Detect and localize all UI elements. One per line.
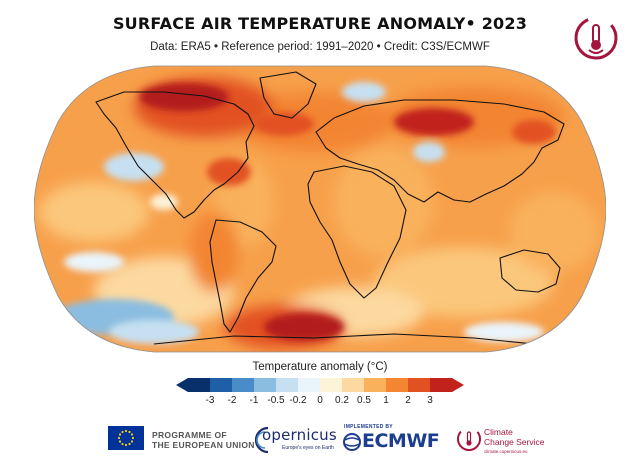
- colorbar-tick-label: -0.2: [289, 395, 307, 406]
- anomaly-patch: [464, 322, 544, 342]
- south-america-coast: [209, 219, 277, 333]
- eu-programme-label: PROGRAMME OF THE EUROPEAN UNION: [152, 430, 255, 450]
- copernicus-tagline: Europe's eyes on Earth: [282, 445, 334, 451]
- colorbar-tick-label: -2: [227, 395, 237, 406]
- colorbar-bin: [276, 378, 299, 392]
- colorbar-bin: [386, 378, 409, 392]
- colorbar-bin: [430, 378, 453, 392]
- greenland-coast: [259, 71, 317, 119]
- footer-logos: PROGRAMME OF THE EUROPEAN UNION opernicu…: [0, 418, 640, 458]
- anomaly-patch: [207, 158, 251, 186]
- coastlines: [95, 71, 565, 345]
- implemented-by-label: IMPLEMENTED BY: [344, 424, 393, 430]
- c3s-thermometer-logo: [574, 16, 618, 60]
- anomaly-patch: [374, 247, 554, 317]
- anomaly-patch: [342, 82, 386, 102]
- colorbar-bin: [254, 378, 277, 392]
- ecmwf-globe-icon: [343, 433, 361, 451]
- anomaly-patch: [254, 112, 314, 136]
- anomaly-patch: [334, 147, 434, 257]
- colorbar-bin: [188, 378, 211, 392]
- colorbar: [176, 378, 464, 392]
- colorbar-tick-label: 0.5: [357, 395, 371, 406]
- c3s-tagline: climate.copernicus.eu: [484, 449, 528, 454]
- colorbar-tick-label: 0: [317, 395, 323, 406]
- colorbar-tick-label: -0.5: [267, 395, 285, 406]
- anomaly-patch: [189, 212, 239, 292]
- colorbar-bin: [342, 378, 365, 392]
- colorbar-tick-label: 0.2: [335, 395, 349, 406]
- anomaly-patch: [64, 252, 124, 272]
- africa-coast: [307, 165, 407, 299]
- c3s-logo-icon: [457, 427, 481, 451]
- map-outline: [34, 65, 606, 353]
- anomaly-patch: [509, 192, 599, 272]
- anomaly-patch: [264, 313, 344, 341]
- colorbar-bin: [320, 378, 343, 392]
- colorbar-tick-label: -1: [249, 395, 259, 406]
- map-subtitle: Data: ERA5 • Reference period: 1991–2020…: [150, 41, 490, 53]
- antarctica-coast: [153, 333, 535, 345]
- anomaly-patch: [413, 142, 445, 162]
- colorbar-tick-label: -3: [205, 395, 215, 406]
- anomaly-patch: [104, 153, 164, 181]
- anomaly-patch: [39, 182, 149, 242]
- colorbar-tick-label: 2: [405, 395, 411, 406]
- colorbar-max-arrow: [452, 378, 464, 392]
- c3s-wordmark: Climate Change Service: [484, 427, 545, 447]
- anomaly-patch: [139, 83, 229, 111]
- colorbar-bin: [232, 378, 255, 392]
- eurasia-coast: [315, 99, 565, 203]
- copernicus-logo-icon: [254, 426, 269, 454]
- colorbar-min-arrow: [176, 378, 188, 392]
- eu-flag-icon: [108, 426, 144, 450]
- world-map: [34, 65, 606, 353]
- colorbar-bin: [210, 378, 233, 392]
- colorbar-tick-label: 3: [427, 395, 433, 406]
- colorbar-bin: [364, 378, 387, 392]
- ecmwf-wordmark: ECMWF: [362, 430, 440, 452]
- copernicus-wordmark: opernicus: [262, 426, 337, 444]
- colorbar-bin: [408, 378, 431, 392]
- anomaly-patch: [150, 194, 178, 210]
- colorbar-bin: [298, 378, 321, 392]
- legend-title: Temperature anomaly (°C): [252, 361, 388, 373]
- north-america-coast: [95, 91, 255, 219]
- anomaly-patch: [512, 120, 556, 144]
- australia-coast: [499, 249, 561, 293]
- colorbar-ticks: -3 -2 -1 -0.5 -0.2 0 0.2 0.5 1 2 3: [0, 395, 640, 409]
- anomaly-patch: [109, 320, 199, 344]
- colorbar-tick-label: 1: [383, 395, 389, 406]
- map-title: SURFACE AIR TEMPERATURE ANOMALY• 2023: [112, 14, 528, 33]
- anomaly-patch: [394, 108, 474, 136]
